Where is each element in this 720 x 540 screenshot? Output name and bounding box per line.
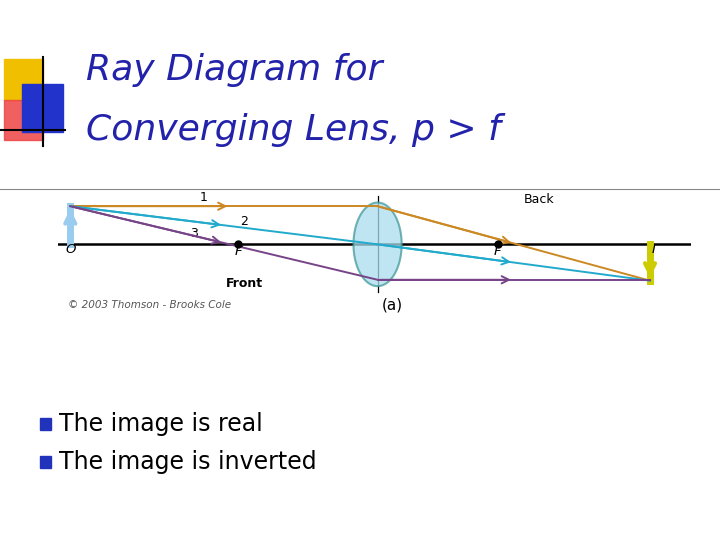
Text: O: O	[65, 244, 76, 256]
Text: Back: Back	[524, 193, 554, 206]
Text: The image is real: The image is real	[59, 412, 263, 436]
Text: F: F	[235, 245, 242, 258]
Text: Ray Diagram for: Ray Diagram for	[86, 53, 383, 87]
Text: Converging Lens, p > f: Converging Lens, p > f	[86, 113, 501, 146]
Polygon shape	[354, 202, 402, 286]
Bar	[40, 456, 51, 468]
Text: Front: Front	[226, 277, 263, 290]
Bar	[4, 59, 43, 100]
Text: 1: 1	[199, 191, 207, 204]
Text: 2: 2	[240, 214, 248, 227]
Text: I: I	[652, 244, 655, 256]
Text: The image is inverted: The image is inverted	[59, 450, 317, 474]
Text: F: F	[494, 245, 502, 258]
Bar	[4, 100, 43, 140]
Text: © 2003 Thomson - Brooks Cole: © 2003 Thomson - Brooks Cole	[68, 300, 232, 310]
Bar	[22, 84, 63, 132]
Text: (a): (a)	[382, 298, 402, 313]
Bar	[40, 418, 51, 430]
Text: 3: 3	[190, 227, 198, 240]
